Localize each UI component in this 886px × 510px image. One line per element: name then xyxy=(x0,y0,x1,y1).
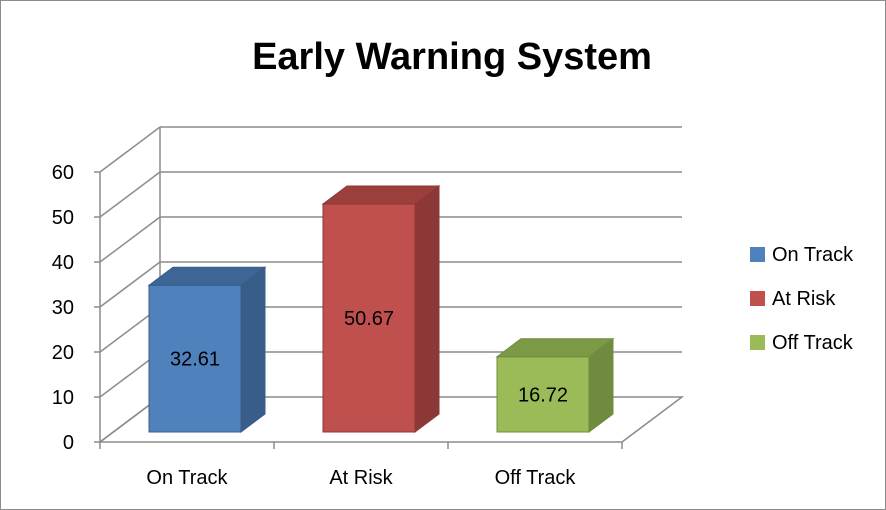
bar-1 xyxy=(321,184,441,433)
bar-front-0 xyxy=(148,284,242,433)
bars-layer xyxy=(147,184,615,433)
x-tick-label-0: On Track xyxy=(146,467,228,489)
bar-side-1 xyxy=(414,184,440,433)
bar-2 xyxy=(495,337,615,433)
y-tick-label-2: 20 xyxy=(52,342,74,364)
bar-front-2 xyxy=(496,356,590,433)
y-tick-label-0: 0 xyxy=(63,432,74,454)
legend-swatch-1 xyxy=(750,291,765,306)
x-tick-label-2: Off Track xyxy=(495,467,577,489)
legend-label-0: On Track xyxy=(772,244,854,266)
legend-label-1: At Risk xyxy=(772,288,836,310)
side-gridline-4 xyxy=(99,216,161,263)
data-label-2: 16.72 xyxy=(518,384,568,406)
labels-layer: 32.61 50.67 16.72 xyxy=(170,308,568,406)
y-tick-label-4: 40 xyxy=(52,252,74,274)
side-gridline-5 xyxy=(99,171,161,218)
legend-swatch-2 xyxy=(750,335,765,350)
y-tick-label-5: 50 xyxy=(52,207,74,229)
y-tick-label-1: 10 xyxy=(52,387,74,409)
data-label-1: 50.67 xyxy=(344,308,394,330)
axis-layer: 0 10 20 30 40 50 60 On Track At Risk Off Track xyxy=(52,127,623,489)
side-gridline-3 xyxy=(99,261,161,308)
bar-side-0 xyxy=(240,266,266,433)
legend-label-2: Off Track xyxy=(772,332,854,354)
bar-0 xyxy=(147,266,267,433)
x-tick-label-1: At Risk xyxy=(329,467,393,489)
side-gridline-6 xyxy=(99,126,161,173)
legend: On Track At Risk Off Track xyxy=(750,244,854,354)
bar-front-1 xyxy=(322,203,416,433)
chart-title: Early Warning System xyxy=(252,36,652,78)
y-tick-label-3: 30 xyxy=(52,297,74,319)
data-label-0: 32.61 xyxy=(170,349,220,371)
bar-side-2 xyxy=(588,337,614,433)
legend-swatch-0 xyxy=(750,247,765,262)
y-tick-label-6: 60 xyxy=(52,162,74,184)
